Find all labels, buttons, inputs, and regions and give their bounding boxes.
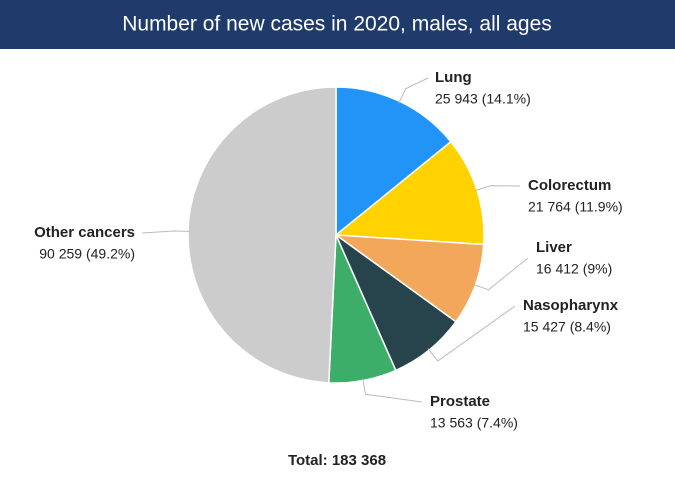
leader-line xyxy=(398,77,429,104)
chart-title: Number of new cases in 2020, males, all … xyxy=(122,13,552,36)
leader-line xyxy=(474,185,521,192)
leader-line xyxy=(473,257,529,291)
slice-name: Liver xyxy=(536,239,572,256)
header-bar xyxy=(0,0,675,49)
slice-name: Other cancers xyxy=(34,224,135,241)
slice-name: Lung xyxy=(435,69,472,86)
leader-line xyxy=(427,305,516,362)
slice-value-label: 15 427 (8.4%) xyxy=(523,319,611,335)
leader-line xyxy=(141,230,191,234)
slice-value-label: 16 412 (9%) xyxy=(536,261,612,277)
total-label: Total: 183 368 xyxy=(288,452,386,469)
slice-value-label: 13 563 (7.4%) xyxy=(430,415,518,431)
slice-value-label: 25 943 (14.1%) xyxy=(435,91,531,107)
leader-line xyxy=(362,378,423,403)
slice-name: Prostate xyxy=(430,393,490,410)
slice-name: Nasopharynx xyxy=(523,297,619,314)
pie-slice xyxy=(187,86,337,384)
slice-value-label: 21 764 (11.9%) xyxy=(528,199,623,215)
slice-value-label: 90 259 (49.2%) xyxy=(39,246,135,262)
slice-name: Colorectum xyxy=(528,177,611,194)
